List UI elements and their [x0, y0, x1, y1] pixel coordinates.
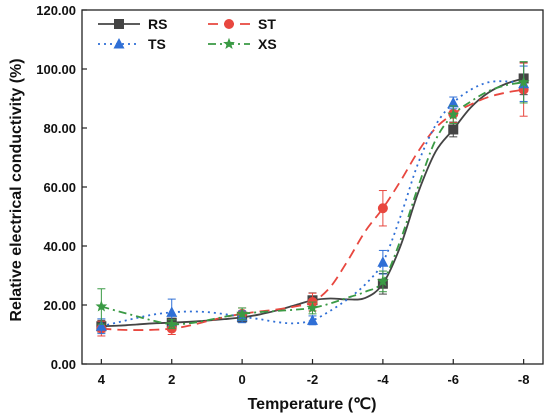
- x-tick-label: -8: [518, 372, 530, 387]
- data-point-xs: [376, 275, 389, 287]
- legend-item-xs: XS: [208, 36, 277, 52]
- y-axis-label: Relative electrical conductivity (%): [8, 58, 25, 321]
- legend-marker: [114, 19, 124, 29]
- y-axis-ticks: 0.00 20.00 40.00 60.00 80.00 100.00 120.00: [36, 3, 87, 372]
- data-point-xs: [95, 300, 108, 312]
- x-tick-label: -2: [307, 372, 319, 387]
- legend-label: TS: [148, 36, 166, 52]
- legend-marker: [223, 37, 235, 50]
- data-point-xs: [517, 76, 530, 88]
- series-xs: [95, 61, 530, 330]
- data-point-xs: [165, 317, 178, 330]
- series-line-xs: [101, 81, 524, 326]
- data-point-rs: [448, 124, 459, 135]
- y-tick-label: 80.00: [43, 121, 76, 136]
- legend-item-ts: TS: [98, 36, 166, 52]
- series-rs: [96, 61, 529, 333]
- data-point-ts: [447, 96, 459, 108]
- legend-label: XS: [258, 36, 277, 52]
- data-point-st: [377, 203, 388, 214]
- legend-label: RS: [148, 16, 167, 32]
- y-tick-label: 60.00: [43, 180, 76, 195]
- series-st: [96, 62, 529, 337]
- data-point-ts: [307, 314, 318, 325]
- x-tick-label: 2: [168, 372, 175, 387]
- x-tick-label: -4: [377, 372, 389, 387]
- series-line-ts: [101, 80, 524, 328]
- data-point-xs: [236, 307, 249, 319]
- y-tick-label: 120.00: [36, 3, 76, 18]
- legend-marker: [224, 19, 234, 29]
- legend-marker: [113, 38, 125, 49]
- y-tick-label: 100.00: [36, 62, 76, 77]
- data-point-ts: [377, 256, 389, 267]
- legend: RS ST TS XS: [98, 16, 277, 52]
- y-tick-label: 0.00: [51, 357, 76, 372]
- legend-label: ST: [258, 16, 276, 32]
- legend-item-st: ST: [208, 16, 276, 32]
- x-tick-label: 4: [98, 372, 106, 387]
- y-tick-label: 20.00: [43, 298, 76, 313]
- legend-item-rs: RS: [98, 16, 167, 32]
- x-axis-label: Temperature (℃): [248, 396, 377, 413]
- data-point-xs: [306, 301, 319, 313]
- x-tick-label: 0: [239, 372, 246, 387]
- y-tick-label: 40.00: [43, 239, 76, 254]
- data-point-xs: [447, 108, 460, 120]
- data-point-ts: [95, 320, 107, 331]
- x-axis-ticks: 4 2 0 -2 -4 -6 -8: [98, 359, 530, 387]
- data-point-ts: [166, 306, 178, 317]
- series-line-rs: [101, 77, 524, 328]
- series-group: [95, 61, 530, 337]
- x-tick-label: -6: [447, 372, 459, 387]
